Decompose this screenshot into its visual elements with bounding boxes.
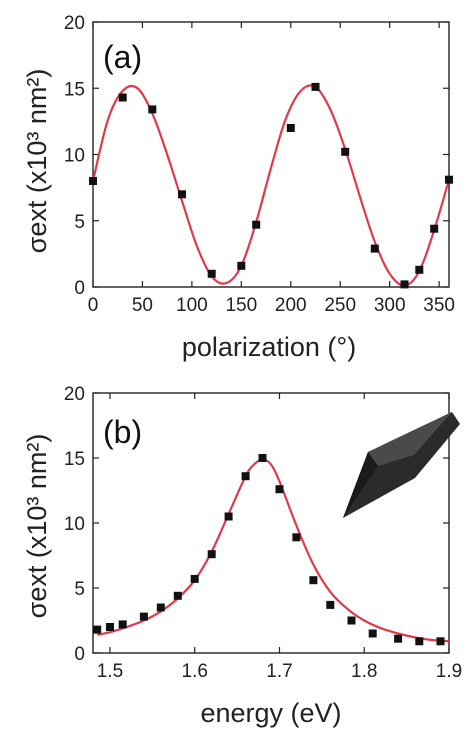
panel-b-y-tick-label: 10 xyxy=(64,514,85,535)
panel-a-data-point xyxy=(148,105,157,114)
panel-a-data-point xyxy=(400,280,409,289)
panel-b-data-point xyxy=(415,637,424,646)
bipyramid-particle-inset xyxy=(343,412,460,518)
panel-a-label: (a) xyxy=(103,39,142,75)
panel-a-y-tick-label: 5 xyxy=(74,212,85,233)
panel-a-x-tick-label: 100 xyxy=(176,295,208,316)
panel-a-y-tick-label: 20 xyxy=(64,13,85,34)
panel-b-data-point xyxy=(118,620,127,629)
panel-a-data-point xyxy=(430,224,439,233)
panel-b-data-point xyxy=(207,550,216,559)
panel-b-ylabel: σext (x10³ nm²) xyxy=(22,434,52,619)
panel-b-data-point xyxy=(368,629,377,638)
panel-b-x-tick-label: 1.5 xyxy=(97,661,123,682)
panel-b-plot: 1.5 1.6 1.7 1.8 1.9 0 5 10 15 20 xyxy=(64,384,462,682)
panel-a-ylabel: σext (x10³ nm²) xyxy=(22,69,52,254)
panel-b-data-point xyxy=(156,603,165,612)
panel-b-data-point xyxy=(347,616,356,625)
panel-a-data-point xyxy=(286,124,295,132)
panel-b-data-point xyxy=(93,625,102,634)
panel-a-y-tick-label: 0 xyxy=(74,278,85,299)
panel-a-data-point xyxy=(415,265,424,274)
panel-a-x-tick-label: 300 xyxy=(374,295,406,316)
bipyramid-side-facet xyxy=(343,452,378,518)
panel-b-data-point xyxy=(241,472,250,481)
panel-b-data-point xyxy=(394,634,403,643)
panel-b-x-tick-label: 1.7 xyxy=(266,661,292,682)
bipyramid-body xyxy=(343,412,460,518)
panel-a-x-tick-label: 250 xyxy=(324,295,356,316)
panel-a-x-tick-label: 150 xyxy=(225,295,257,316)
panel-a-x-tick-label: 0 xyxy=(88,295,99,316)
panel-b-y-tick-label: 20 xyxy=(64,384,85,405)
panel-a-x-tick-label: 350 xyxy=(423,295,455,316)
panel-a-data-point xyxy=(370,244,379,253)
panel-b-data-point xyxy=(309,576,318,585)
panel-a-data-point xyxy=(311,82,320,91)
panel-b-data-point xyxy=(190,574,199,583)
panel-b-xlabel: energy (eV) xyxy=(200,698,341,728)
panel-b-y-tick-label: 5 xyxy=(74,579,85,600)
panel-a-data-point xyxy=(237,261,246,270)
panel-a-x-tick-label: 200 xyxy=(275,295,307,316)
panel-a-data-point xyxy=(118,93,127,102)
panel-a-fit-line xyxy=(91,84,451,287)
panel-a-y-tick-label: 15 xyxy=(64,79,85,100)
panel-a-data-point xyxy=(178,190,186,199)
panel-a-y-tick-label: 10 xyxy=(64,146,85,167)
panel-b-y-tick-label: 15 xyxy=(64,449,85,470)
panel-b-label: (b) xyxy=(103,414,142,450)
panel-b-data-point xyxy=(106,623,114,631)
panel-b-data-point xyxy=(224,512,233,521)
panel-a-x-tick-label: 50 xyxy=(132,295,153,316)
panel-a-plot-frame xyxy=(92,21,450,288)
panel-a-data-point xyxy=(207,269,216,278)
panel-b-data-point xyxy=(173,591,182,600)
panel-b-data-point xyxy=(436,637,445,646)
panel-b-fit-line xyxy=(97,458,450,643)
panel-a-xlabel: polarization (°) xyxy=(182,332,356,362)
panel-b-data-point xyxy=(139,612,148,621)
panel-b-data-point xyxy=(326,600,335,609)
panel-b-x-tick-label: 1.6 xyxy=(182,661,208,682)
panel-b-y-tick-label: 0 xyxy=(74,644,85,665)
panel-b-data-point xyxy=(258,454,267,462)
panel-a-data-point xyxy=(252,220,261,229)
panel-b-data-point xyxy=(275,485,284,494)
panel-b-x-tick-label: 1.8 xyxy=(351,661,377,682)
panel-a-data-point xyxy=(445,175,453,184)
bipyramid-top-facet xyxy=(368,412,452,466)
panel-a-data-point xyxy=(89,177,97,185)
panel-a-data-point xyxy=(341,147,350,156)
panel-a-plot: 0 50 100 150 200 250 300 350 0 5 10 15 20 xyxy=(64,13,455,316)
panel-b-x-tick-label: 1.9 xyxy=(436,661,462,682)
panel-b-data-point xyxy=(292,533,301,542)
